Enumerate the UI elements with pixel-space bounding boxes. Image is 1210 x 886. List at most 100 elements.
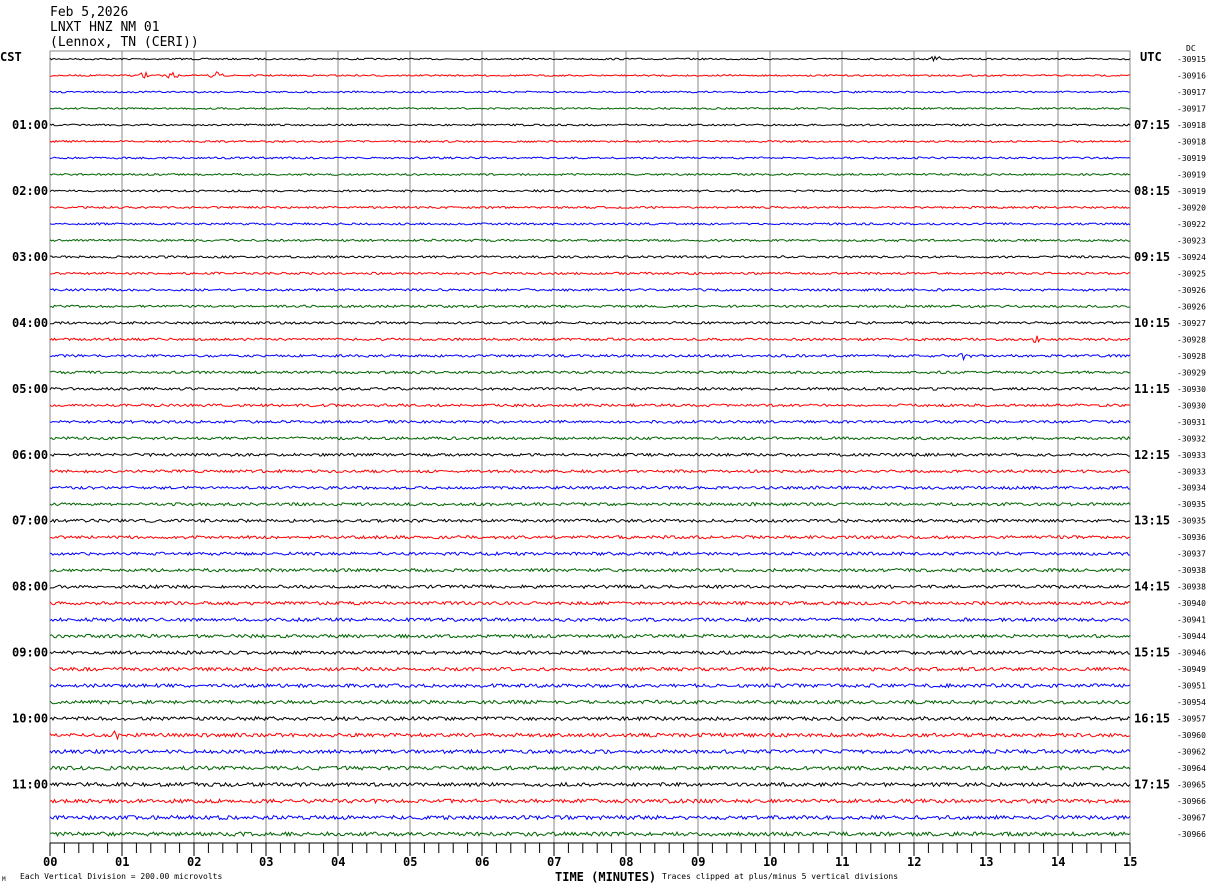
dc-offset-label: -30925 (1177, 269, 1206, 278)
trace-row (49, 205, 1131, 210)
dc-offset-label: -30926 (1177, 302, 1206, 311)
x-tick-label: 05 (403, 855, 417, 869)
utc-time-label: 16:15 (1134, 712, 1170, 726)
dc-offset-label: -30920 (1177, 203, 1206, 212)
cst-time-label: 06:00 (12, 448, 48, 462)
dc-offset-label: -30917 (1177, 104, 1206, 113)
dc-offset-label: -30946 (1177, 649, 1206, 658)
dc-offset-label: -30951 (1177, 682, 1206, 691)
trace-row (50, 452, 1131, 458)
trace-row (49, 781, 1131, 788)
trace-row (49, 70, 1131, 79)
dc-offset-label: -30923 (1177, 236, 1206, 245)
trace-row (49, 765, 1131, 772)
x-tick-label: 09 (691, 855, 705, 869)
x-tick-label: 01 (115, 855, 129, 869)
trace-row (49, 90, 1130, 94)
utc-time-label: 13:15 (1134, 514, 1170, 528)
dc-offset-label: -30930 (1177, 385, 1206, 394)
x-tick-label: 12 (907, 855, 921, 869)
dc-offset-label: -30936 (1177, 533, 1206, 542)
logo: M (2, 876, 6, 883)
dc-offset-label: -30935 (1177, 500, 1206, 509)
trace-row (49, 271, 1130, 276)
x-tick-label: 11 (835, 855, 849, 869)
dc-header: DC (1186, 44, 1196, 53)
cst-time-label: 11:00 (12, 778, 48, 792)
utc-time-label: 14:15 (1134, 580, 1170, 594)
dc-offset-label: -30929 (1177, 368, 1206, 377)
x-tick-label: 13 (979, 855, 993, 869)
trace-row (49, 403, 1131, 408)
dc-offset-label: -30928 (1177, 352, 1206, 361)
dc-offset-label: -30949 (1177, 665, 1206, 674)
dc-offset-label: -30916 (1177, 71, 1206, 80)
cst-time-label: 09:00 (12, 646, 48, 660)
trace-row (49, 123, 1131, 127)
trace-row (49, 600, 1131, 606)
dc-offset-label: -30937 (1177, 550, 1206, 559)
cst-time-label: 07:00 (12, 514, 48, 528)
dc-offset-label: -30967 (1177, 814, 1206, 823)
trace-row (49, 730, 1131, 741)
trace-row (49, 335, 1131, 343)
trace-row (49, 534, 1131, 540)
dc-offset-label: -30938 (1177, 583, 1206, 592)
trace-row (49, 435, 1131, 441)
trace-row (49, 106, 1131, 111)
dc-offset-label: -30930 (1177, 401, 1206, 410)
cst-title: CST (0, 50, 22, 64)
dc-offset-label: -30957 (1177, 715, 1206, 724)
dc-offset-label: -30962 (1177, 748, 1206, 757)
x-tick-label: 14 (1051, 855, 1065, 869)
x-tick-label: 00 (43, 855, 57, 869)
trace-row (49, 551, 1131, 557)
trace-row (49, 518, 1130, 524)
cst-time-label: 05:00 (12, 382, 48, 396)
plot-frame (49, 50, 1131, 844)
trace-row (49, 616, 1131, 623)
trace-row (49, 353, 1131, 362)
trace-row (49, 55, 1131, 63)
dc-offset-label: -30927 (1177, 319, 1206, 328)
x-tick-label: 02 (187, 855, 201, 869)
dc-offset-label: -30965 (1177, 781, 1206, 790)
trace-row (49, 814, 1131, 821)
dc-offset-label: -30919 (1177, 187, 1206, 196)
dc-offset-label: -30926 (1177, 286, 1206, 295)
trace-row (49, 320, 1131, 325)
trace-row (49, 255, 1131, 259)
dc-offset-label: -30966 (1177, 797, 1206, 806)
x-tick-label: 15 (1123, 855, 1137, 869)
dc-offset-label: -30964 (1177, 764, 1206, 773)
dc-offset-label: -30919 (1177, 154, 1206, 163)
x-tick-label: 06 (475, 855, 489, 869)
trace-row (49, 584, 1131, 590)
trace-row (49, 501, 1131, 507)
dc-offset-label: -30935 (1177, 517, 1206, 526)
x-tick-label: 03 (259, 855, 273, 869)
dc-offset-label: -30932 (1177, 434, 1206, 443)
dc-offset-label: -30933 (1177, 451, 1206, 460)
dc-offset-label: -30931 (1177, 418, 1206, 427)
dc-offset-label: -30922 (1177, 220, 1206, 229)
utc-time-label: 17:15 (1134, 778, 1170, 792)
dc-offset-label: -30917 (1177, 88, 1206, 97)
cst-time-label: 02:00 (12, 184, 48, 198)
utc-title: UTC (1140, 50, 1162, 64)
dc-offset-label: -30941 (1177, 616, 1206, 625)
trace-row (49, 468, 1131, 474)
trace-row (49, 633, 1131, 639)
x-tick-label: 08 (619, 855, 633, 869)
trace-row (49, 419, 1131, 425)
dc-offset-label: -30944 (1177, 632, 1206, 641)
dc-offset-label: -30940 (1177, 599, 1206, 608)
trace-row (49, 238, 1131, 243)
station-label: LNXT HNZ NM 01 (50, 20, 160, 35)
trace-row (49, 699, 1131, 705)
dc-offset-label: -30966 (1177, 830, 1206, 839)
cst-time-label: 03:00 (12, 250, 48, 264)
dc-offset-label: -30954 (1177, 698, 1206, 707)
dc-offset-label: -30933 (1177, 467, 1206, 476)
